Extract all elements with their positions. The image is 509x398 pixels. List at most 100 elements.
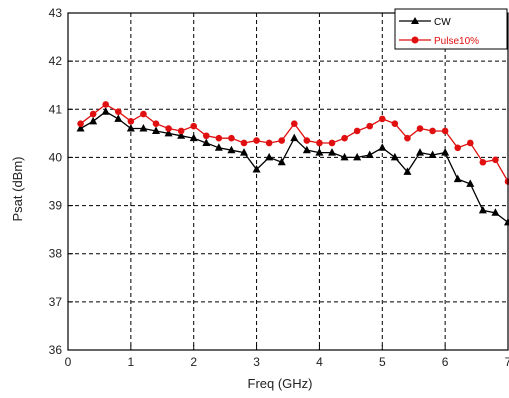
y-tick-label: 40 [49, 150, 63, 164]
y-tick-label: 41 [49, 102, 63, 116]
data-point-cw [491, 208, 500, 216]
data-point-cw [315, 148, 324, 156]
data-point-pulse10 [316, 139, 323, 147]
data-point-cw [365, 150, 374, 159]
data-point-cw [189, 133, 198, 142]
data-point-cw [101, 107, 110, 115]
ticks [67, 12, 509, 351]
data-point-cw [89, 116, 98, 125]
data-point-cw [277, 157, 286, 166]
x-tick-label: 7 [505, 355, 509, 369]
plot-area-frame [67, 12, 509, 351]
x-tick-label: 1 [128, 355, 135, 369]
data-point-cw [453, 174, 462, 183]
x-tick-label: 4 [316, 355, 323, 369]
data-point-pulse10 [152, 120, 160, 128]
data-point-cw [152, 126, 160, 134]
x-tick-label: 2 [190, 355, 197, 369]
legend-marker-pulse10 [411, 36, 419, 44]
data-point-pulse10 [102, 101, 110, 108]
data-point-cw [466, 179, 475, 187]
data-point-pulse10 [240, 139, 248, 147]
y-tick-label: 36 [49, 343, 63, 357]
data-point-cw [126, 124, 135, 132]
legend-entry-pulse10: Pulse10% [399, 36, 479, 47]
data-point-cw [114, 114, 123, 122]
data-point-cw [139, 124, 148, 132]
data-point-pulse10 [404, 134, 411, 142]
data-point-pulse10 [290, 120, 298, 128]
x-tick-label: 0 [65, 355, 72, 369]
series-pulse10 [77, 101, 509, 185]
data-point-pulse10 [89, 110, 97, 118]
data-point-pulse10 [429, 127, 436, 135]
y-tick-label: 39 [49, 199, 63, 213]
legend-label-cw: CW [434, 17, 451, 28]
tick-labels: 0 1 2 3 4 5 6 7 36 37 38 39 40 41 42 43 [49, 6, 509, 369]
y-axis-label: Psat (dBm) [10, 156, 25, 221]
data-point-cw [177, 131, 186, 139]
data-point-pulse10 [353, 127, 361, 135]
y-tick-label: 43 [49, 6, 63, 20]
legend: CW Pulse10% [394, 8, 508, 50]
data-point-cw [302, 145, 311, 154]
data-point-pulse10 [341, 134, 348, 142]
data-point-cw [478, 205, 487, 214]
data-point-pulse10 [303, 137, 311, 144]
data-point-pulse10 [479, 158, 487, 166]
data-point-cw [353, 152, 362, 161]
data-point-cw [290, 133, 299, 142]
data-point-cw [214, 143, 223, 151]
y-tick-label: 38 [49, 247, 63, 261]
data-point-cw [378, 143, 387, 151]
data-point-pulse10 [114, 108, 122, 115]
data-point-pulse10 [127, 118, 135, 125]
data-point-cw [76, 124, 85, 132]
x-tick-label: 5 [379, 355, 386, 369]
data-point-pulse10 [366, 122, 374, 130]
data-point-cw [252, 164, 261, 173]
data-point-pulse10 [253, 137, 260, 144]
data-point-pulse10 [441, 127, 449, 135]
x-tick-label: 6 [442, 355, 449, 369]
data-point-pulse10 [278, 137, 286, 144]
data-point-pulse10 [202, 132, 210, 140]
x-axis-label: Freq (GHz) [248, 376, 313, 391]
y-tick-label: 37 [49, 295, 63, 309]
data-point-cw [240, 148, 248, 156]
data-point-pulse10 [77, 120, 84, 128]
legend-entry-cw: CW [399, 17, 451, 28]
data-point-cw [202, 138, 211, 146]
series-cw [76, 107, 509, 226]
data-point-cw [265, 152, 274, 161]
data-point-pulse10 [215, 134, 223, 142]
data-point-pulse10 [466, 139, 474, 147]
data-point-pulse10 [177, 127, 185, 135]
data-point-cw [416, 148, 424, 156]
data-point-pulse10 [265, 139, 273, 147]
data-point-cw [428, 150, 437, 159]
legend-label-pulse10: Pulse10% [434, 36, 479, 47]
x-tick-label: 3 [253, 355, 260, 369]
data-point-pulse10 [454, 144, 462, 152]
data-point-cw [403, 167, 412, 175]
data-point-pulse10 [228, 134, 235, 142]
data-point-pulse10 [190, 122, 198, 130]
data-point-cw [340, 152, 349, 161]
data-point-pulse10 [140, 110, 147, 118]
data-point-pulse10 [391, 120, 399, 128]
data-point-cw [164, 128, 173, 137]
data-point-pulse10 [378, 115, 386, 123]
data-point-cw [441, 148, 450, 156]
data-point-cw [328, 148, 336, 156]
legend-marker-cw [411, 17, 419, 24]
data-point-cw [390, 152, 399, 161]
y-tick-label: 42 [49, 54, 63, 68]
data-point-pulse10 [165, 125, 172, 132]
data-point-pulse10 [492, 156, 499, 164]
data-point-pulse10 [328, 139, 336, 147]
data-point-pulse10 [416, 125, 424, 132]
data-point-cw [227, 145, 236, 154]
